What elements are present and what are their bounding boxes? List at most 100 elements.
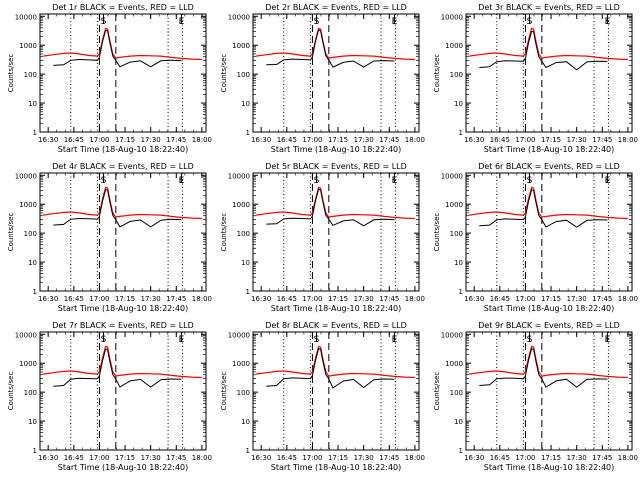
x-axis-label: Start Time (18-Aug-10 18:22:40) bbox=[484, 304, 615, 313]
marker-s-label: S bbox=[527, 17, 533, 27]
lld-series-line bbox=[43, 186, 202, 220]
x-tick-label: 16:45 bbox=[64, 295, 84, 303]
x-tick-label: 18:00 bbox=[192, 295, 212, 303]
plot-frame bbox=[465, 331, 633, 451]
y-tick-label: 1 bbox=[459, 129, 463, 137]
x-tick-label: 16:30 bbox=[38, 136, 58, 144]
panel-title: Det 4r BLACK = Events, RED = LLD bbox=[52, 162, 194, 171]
y-axis-label: Counts/sec bbox=[7, 54, 15, 93]
y-tick-label: 1000 bbox=[232, 201, 250, 209]
x-tick-label: 18:00 bbox=[405, 136, 425, 144]
y-tick-label: 100 bbox=[450, 230, 463, 238]
y-tick-label: 100 bbox=[237, 71, 250, 79]
x-tick-label: 16:30 bbox=[38, 295, 58, 303]
x-tick-label: 16:45 bbox=[490, 136, 510, 144]
x-axis-label: Start Time (18-Aug-10 18:22:40) bbox=[58, 145, 189, 154]
x-tick-label: 17:15 bbox=[115, 136, 135, 144]
marker-s-label: S bbox=[314, 335, 320, 345]
y-tick-label: 100 bbox=[450, 389, 463, 397]
x-tick-label: 17:45 bbox=[166, 295, 186, 303]
x-tick-label: 18:00 bbox=[618, 454, 638, 462]
y-tick-label: 10 bbox=[241, 418, 250, 426]
x-tick-label: 17:15 bbox=[328, 454, 348, 462]
plot-frame bbox=[465, 13, 633, 133]
x-tick-label: 18:00 bbox=[405, 454, 425, 462]
events-series-line bbox=[53, 29, 182, 68]
y-tick-label: 10 bbox=[28, 259, 37, 267]
lld-series-line bbox=[43, 345, 202, 379]
marker-e-label: E bbox=[605, 335, 611, 345]
plot-frame bbox=[39, 13, 207, 133]
x-tick-label: 16:30 bbox=[38, 454, 58, 462]
y-axis-label: Counts/sec bbox=[220, 213, 228, 252]
events-series-line bbox=[266, 188, 395, 227]
y-tick-label: 10000 bbox=[441, 13, 463, 21]
plot-frame bbox=[252, 331, 420, 451]
x-tick-label: 17:45 bbox=[379, 136, 399, 144]
lld-series-line bbox=[256, 186, 415, 220]
panel-det-2: Det 2r BLACK = Events, RED = LLD 1 10 100 10… bbox=[220, 3, 425, 154]
events-series-line bbox=[266, 29, 395, 68]
x-tick-label: 17:30 bbox=[354, 295, 374, 303]
panel-det-3: Det 3r BLACK = Events, RED = LLD 1 10 100 10… bbox=[433, 3, 638, 154]
y-axis-label: Counts/sec bbox=[433, 54, 441, 93]
panel-title: Det 7r BLACK = Events, RED = LLD bbox=[52, 321, 194, 330]
x-tick-label: 16:45 bbox=[490, 454, 510, 462]
x-tick-label: 17:45 bbox=[592, 295, 612, 303]
marker-e-label: E bbox=[605, 176, 611, 186]
y-tick-label: 10 bbox=[454, 418, 463, 426]
x-tick-label: 17:30 bbox=[141, 454, 161, 462]
y-tick-label: 1 bbox=[33, 129, 37, 137]
y-tick-label: 1000 bbox=[232, 42, 250, 50]
x-tick-label: 17:45 bbox=[379, 295, 399, 303]
panel-det-7: Det 7r BLACK = Events, RED = LLD 1 10 100 10… bbox=[7, 321, 212, 472]
x-tick-label: 17:00 bbox=[515, 136, 535, 144]
marker-e-label: E bbox=[605, 17, 611, 27]
y-tick-label: 10 bbox=[28, 100, 37, 108]
x-tick-label: 16:45 bbox=[490, 295, 510, 303]
y-tick-label: 100 bbox=[237, 389, 250, 397]
x-tick-label: 16:30 bbox=[464, 295, 484, 303]
events-series-line bbox=[479, 30, 608, 71]
x-axis-label: Start Time (18-Aug-10 18:22:40) bbox=[58, 304, 189, 313]
x-tick-label: 18:00 bbox=[618, 136, 638, 144]
marker-s-label: S bbox=[101, 176, 107, 186]
x-tick-label: 18:00 bbox=[618, 295, 638, 303]
x-tick-label: 16:30 bbox=[464, 136, 484, 144]
y-tick-label: 10000 bbox=[228, 13, 250, 21]
y-tick-label: 1000 bbox=[232, 360, 250, 368]
y-tick-label: 10000 bbox=[228, 331, 250, 339]
x-tick-label: 17:15 bbox=[115, 454, 135, 462]
y-tick-label: 1000 bbox=[445, 42, 463, 50]
y-tick-label: 1000 bbox=[445, 201, 463, 209]
x-tick-label: 17:30 bbox=[141, 136, 161, 144]
panel-det-5: Det 5r BLACK = Events, RED = LLD 1 10 100 10… bbox=[220, 162, 425, 313]
x-tick-label: 17:00 bbox=[89, 295, 109, 303]
marker-e-label: E bbox=[392, 335, 398, 345]
y-tick-label: 100 bbox=[24, 71, 37, 79]
plot-frame bbox=[39, 331, 207, 451]
y-axis-label: Counts/sec bbox=[220, 372, 228, 411]
events-series-line bbox=[53, 188, 182, 228]
y-tick-label: 1 bbox=[33, 288, 37, 296]
y-tick-label: 1 bbox=[246, 129, 250, 137]
y-axis-label: Counts/sec bbox=[7, 372, 15, 411]
y-axis-label: Counts/sec bbox=[433, 213, 441, 252]
panel-title: Det 5r BLACK = Events, RED = LLD bbox=[265, 162, 407, 171]
panel-title: Det 9r BLACK = Events, RED = LLD bbox=[478, 321, 620, 330]
x-tick-label: 17:00 bbox=[302, 295, 322, 303]
x-axis-label: Start Time (18-Aug-10 18:22:40) bbox=[58, 463, 189, 472]
x-tick-label: 17:30 bbox=[567, 454, 587, 462]
x-tick-label: 16:45 bbox=[64, 454, 84, 462]
y-tick-label: 1 bbox=[246, 447, 250, 455]
y-tick-label: 10000 bbox=[441, 172, 463, 180]
x-tick-label: 17:30 bbox=[567, 295, 587, 303]
y-axis-label: Counts/sec bbox=[433, 372, 441, 411]
panel-det-9: Det 9r BLACK = Events, RED = LLD 1 10 100 10… bbox=[433, 321, 638, 472]
x-tick-label: 16:45 bbox=[277, 454, 297, 462]
x-tick-label: 17:15 bbox=[541, 136, 561, 144]
x-tick-label: 17:45 bbox=[166, 454, 186, 462]
x-axis-label: Start Time (18-Aug-10 18:22:40) bbox=[484, 463, 615, 472]
x-tick-label: 17:00 bbox=[89, 136, 109, 144]
